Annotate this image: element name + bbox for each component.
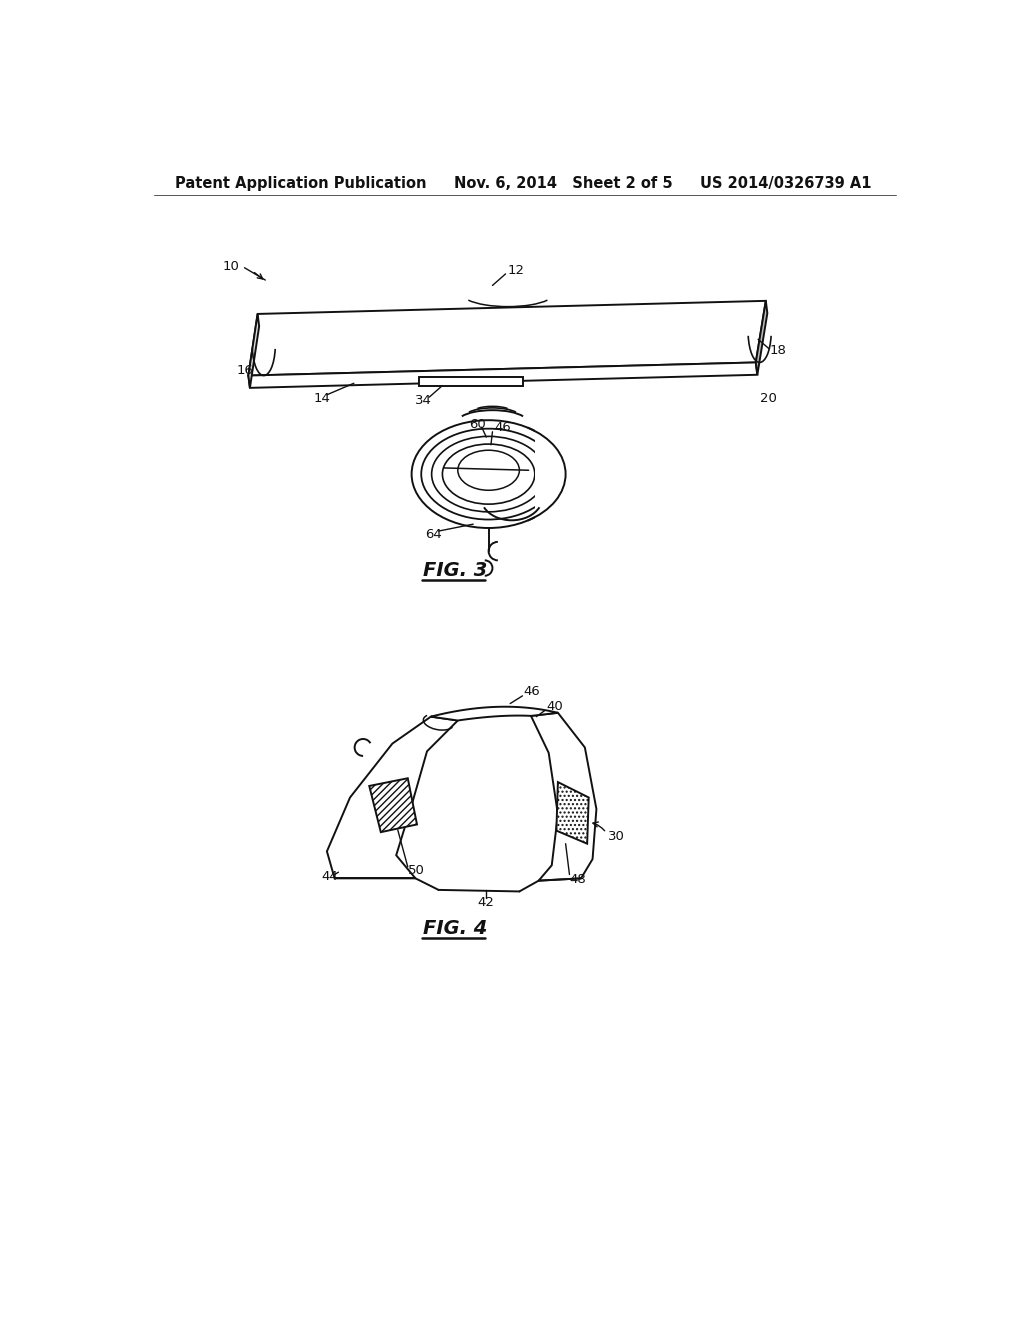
Polygon shape [249,301,766,376]
Text: FIG. 3: FIG. 3 [423,561,487,579]
Polygon shape [249,363,758,388]
Text: 46: 46 [495,421,512,434]
Text: 20: 20 [761,392,777,405]
Text: FIG. 4: FIG. 4 [423,919,487,939]
Polygon shape [756,301,767,375]
Text: 30: 30 [608,829,625,842]
Text: 46: 46 [523,685,540,698]
Text: 34: 34 [416,395,432,408]
Text: 44: 44 [322,870,338,883]
Ellipse shape [458,450,519,490]
Text: 60: 60 [469,417,486,430]
Text: 14: 14 [313,392,331,405]
Polygon shape [370,779,417,832]
Polygon shape [249,314,259,388]
Polygon shape [535,412,589,536]
Polygon shape [327,717,458,878]
Polygon shape [556,781,589,843]
Text: 48: 48 [569,874,586,887]
Text: Nov. 6, 2014   Sheet 2 of 5: Nov. 6, 2014 Sheet 2 of 5 [454,176,673,190]
Text: 10: 10 [223,260,240,273]
Text: 30: 30 [568,492,585,506]
Text: 18: 18 [770,345,786,358]
Text: 42: 42 [477,896,494,909]
Text: 64: 64 [425,528,441,541]
Text: 12: 12 [508,264,525,277]
Polygon shape [531,713,596,880]
Text: 50: 50 [408,865,425,878]
Polygon shape [419,378,523,387]
Polygon shape [431,706,558,721]
Text: 40: 40 [547,700,563,713]
Text: US 2014/0326739 A1: US 2014/0326739 A1 [700,176,871,190]
Text: Patent Application Publication: Patent Application Publication [175,176,427,190]
Text: 16: 16 [237,363,254,376]
